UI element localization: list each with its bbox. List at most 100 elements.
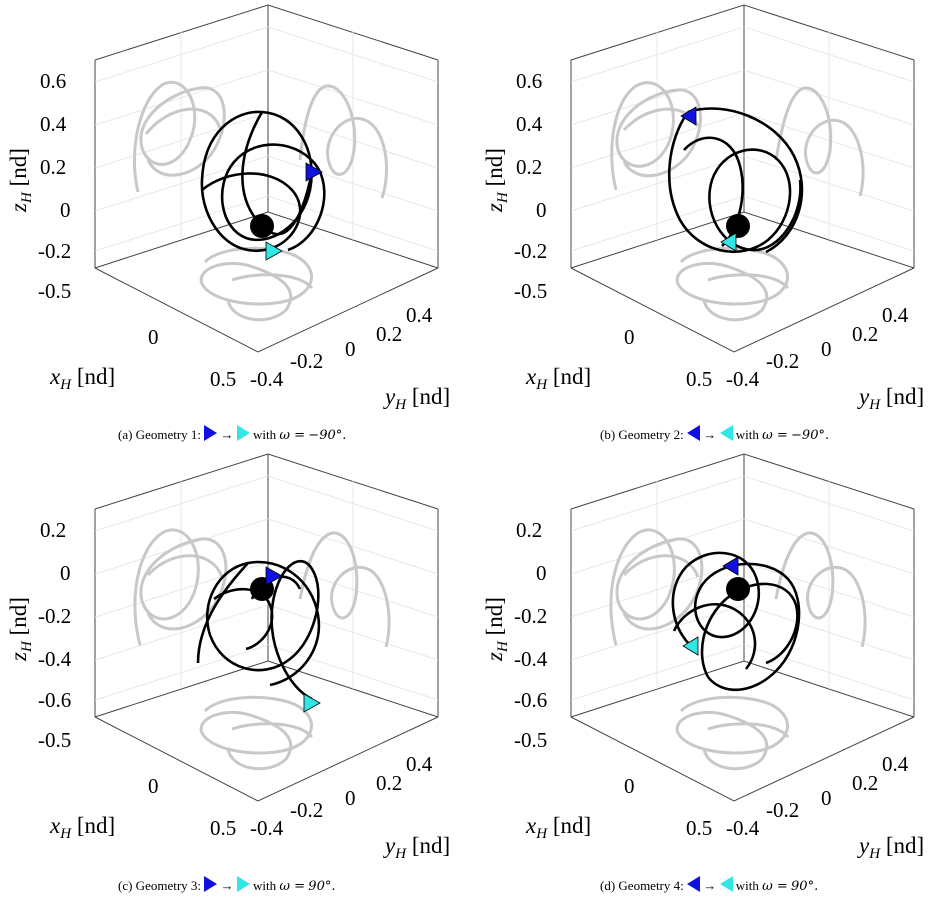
end-marker-icon — [236, 425, 250, 441]
z-tick: 0.2 — [516, 155, 542, 179]
caption-prefix: (b) Geometry 2: — [600, 427, 684, 442]
axes-box — [570, 453, 915, 802]
x-tick: 0.5 — [210, 367, 236, 391]
z-tick: 0.6 — [516, 69, 542, 93]
start-marker — [722, 556, 739, 576]
y-tick: -0.4 — [726, 816, 760, 840]
z-ticks: 0.6 0.4 0.2 0 -0.2 — [38, 69, 71, 263]
z-tick: -0.4 — [38, 647, 72, 671]
z-tick: 0 — [536, 198, 547, 222]
y-tick: 0.4 — [882, 303, 909, 327]
arrow-icon: → — [703, 878, 717, 893]
primary-body — [250, 214, 274, 238]
y-tick: -0.4 — [250, 367, 284, 391]
y-tick: 0.4 — [406, 752, 433, 776]
z-tick: -0.2 — [38, 239, 71, 263]
z-tick: 0 — [536, 561, 547, 585]
caption-c: (c) Geometry 3: → with ω = 90°. — [118, 876, 335, 894]
y-tick: 0.2 — [376, 322, 402, 346]
z-tick: -0.2 — [514, 239, 547, 263]
start-marker-icon — [687, 425, 701, 441]
x-axis-label: xH [nd] — [49, 364, 115, 393]
y-ticks: -0.4 -0.2 0 0.2 0.4 — [726, 303, 909, 391]
x-axis-label: xH [nd] — [525, 813, 591, 842]
z-ticks: 0.6 0.4 0.2 0 -0.2 — [514, 69, 547, 263]
trajectory — [671, 551, 801, 692]
x-ticks: -0.5 0 0.5 — [38, 728, 236, 840]
x-tick: -0.5 — [514, 279, 547, 303]
end-marker-icon — [719, 876, 733, 892]
y-axis-label: yH [nd] — [383, 384, 450, 413]
z-tick: 0.2 — [40, 155, 66, 179]
omega-value: 90°. — [791, 879, 819, 894]
projection-xy — [199, 246, 314, 322]
start-marker-icon — [687, 876, 701, 892]
projection-xz — [774, 86, 865, 197]
arrow-icon: → — [703, 427, 717, 442]
x-tick: 0.5 — [686, 816, 712, 840]
projection-xz — [298, 84, 389, 199]
start-marker — [265, 566, 283, 586]
projection-yz — [132, 80, 226, 193]
y-tick: 0.2 — [852, 322, 878, 346]
omega-symbol: ω = — [279, 428, 306, 443]
y-tick: 0 — [345, 337, 356, 361]
z-tick: 0.6 — [40, 69, 66, 93]
z-axis-label: zH [nd] — [482, 597, 511, 662]
y-tick: -0.2 — [290, 349, 323, 373]
y-ticks: -0.4 -0.2 0 0.2 0.4 — [726, 752, 909, 840]
end-marker — [720, 232, 737, 252]
x-tick: 0 — [148, 774, 159, 798]
omega-symbol: ω = — [762, 879, 788, 894]
caption-suffix: with — [253, 878, 277, 893]
omega-value: −90°. — [308, 428, 347, 443]
end-marker — [265, 241, 283, 261]
x-axis-label: xH [nd] — [525, 364, 591, 393]
y-tick: 0 — [345, 786, 356, 810]
z-tick: -0.2 — [514, 604, 547, 628]
projection-yz — [609, 528, 704, 646]
primary-body — [726, 214, 750, 238]
z-tick: 0 — [60, 561, 71, 585]
gridlines — [94, 475, 439, 701]
z-tick: -0.4 — [514, 647, 548, 671]
caption-prefix: (a) Geometry 1: — [118, 427, 202, 442]
end-marker — [303, 693, 321, 713]
end-marker-icon — [719, 425, 733, 441]
y-tick: -0.4 — [726, 367, 760, 391]
x-ticks: -0.5 0 0.5 — [514, 279, 712, 391]
start-marker-icon — [204, 425, 218, 441]
y-ticks: -0.4 -0.2 0 0.2 0.4 — [250, 303, 433, 391]
gridlines — [94, 26, 439, 252]
z-axis-label: zH [nd] — [482, 148, 511, 213]
x-tick: 0.5 — [686, 367, 712, 391]
x-tick: 0 — [624, 325, 635, 349]
z-ticks: 0.2 0 -0.2 -0.4 -0.6 — [38, 518, 72, 712]
start-marker — [305, 162, 323, 182]
z-tick: 0.4 — [516, 112, 543, 136]
primary-body — [726, 577, 750, 601]
caption-suffix: with — [253, 427, 277, 442]
arrow-icon: → — [220, 427, 234, 442]
caption-suffix: with — [735, 427, 759, 442]
x-ticks: -0.5 0 0.5 — [38, 279, 236, 391]
caption-prefix: (d) Geometry 4: — [600, 878, 684, 893]
x-axis-label: xH [nd] — [49, 813, 115, 842]
z-tick: -0.2 — [38, 604, 71, 628]
y-tick: 0.2 — [376, 771, 402, 795]
caption-suffix: with — [735, 878, 759, 893]
panel-d: 0.2 0 -0.2 -0.4 -0.6 -0.5 0 0.5 -0.4 -0.… — [482, 453, 924, 862]
projection-xy — [675, 695, 790, 771]
y-tick: -0.2 — [290, 798, 323, 822]
z-axis-label: zH [nd] — [6, 597, 35, 662]
end-marker-icon — [236, 876, 250, 892]
x-tick: 0 — [624, 774, 635, 798]
trajectory — [196, 559, 321, 701]
gridlines — [570, 26, 915, 252]
y-tick: -0.2 — [766, 349, 799, 373]
y-axis-label: yH [nd] — [857, 384, 924, 413]
y-tick: 0.2 — [852, 771, 878, 795]
z-tick: -0.6 — [38, 688, 71, 712]
z-axis-label: zH [nd] — [6, 148, 35, 213]
y-tick: 0.4 — [406, 303, 433, 327]
